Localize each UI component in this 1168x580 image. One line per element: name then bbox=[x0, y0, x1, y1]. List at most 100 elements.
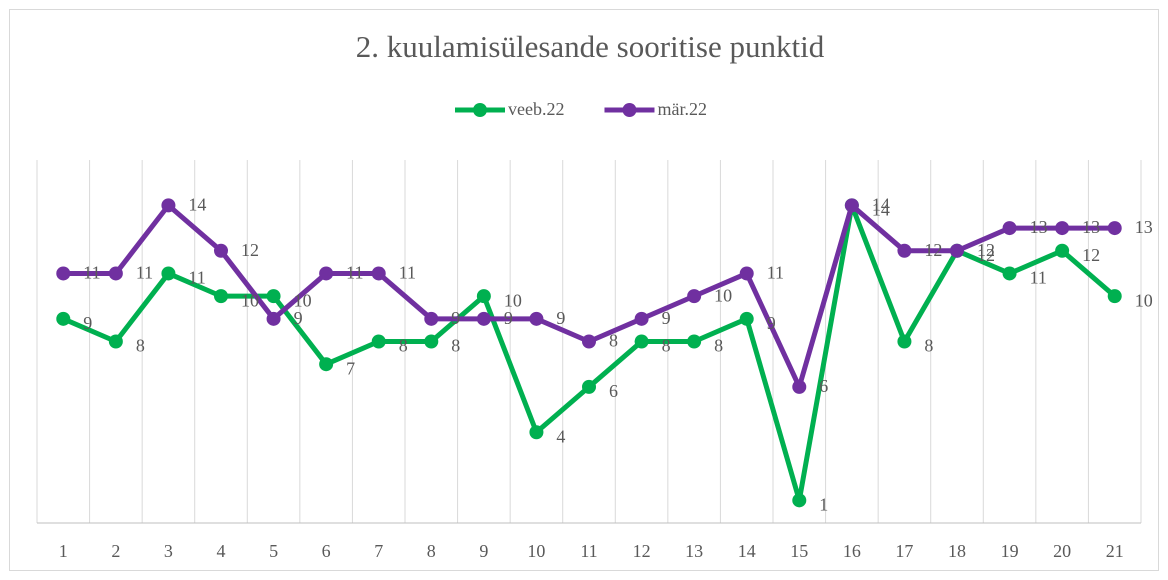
x-tick-label: 7 bbox=[374, 541, 383, 561]
data-point bbox=[108, 334, 123, 349]
data-point bbox=[476, 311, 491, 326]
data-point bbox=[108, 266, 123, 281]
x-tick-label: 11 bbox=[580, 541, 597, 561]
data-label: 14 bbox=[872, 195, 890, 215]
x-tick-label: 18 bbox=[948, 541, 966, 561]
x-tick-label: 10 bbox=[527, 541, 545, 561]
x-tick-label: 8 bbox=[427, 541, 436, 561]
data-label: 11 bbox=[136, 263, 153, 283]
x-tick-label: 17 bbox=[895, 541, 913, 561]
data-label: 12 bbox=[1082, 245, 1100, 265]
data-label: 9 bbox=[294, 308, 303, 328]
data-point bbox=[214, 243, 228, 258]
x-tick-label: 12 bbox=[633, 541, 651, 561]
data-label: 13 bbox=[1082, 217, 1100, 237]
data-label: 6 bbox=[819, 376, 828, 396]
x-tick-label: 20 bbox=[1053, 541, 1071, 561]
data-point bbox=[161, 266, 176, 281]
data-label: 8 bbox=[136, 336, 145, 356]
data-label: 8 bbox=[451, 336, 460, 356]
data-point bbox=[582, 379, 596, 394]
data-label: 11 bbox=[83, 263, 100, 283]
data-label: 12 bbox=[241, 240, 259, 260]
data-label: 12 bbox=[924, 240, 942, 260]
data-label: 12 bbox=[977, 245, 995, 265]
data-label: 10 bbox=[241, 290, 259, 310]
data-label: 11 bbox=[767, 263, 784, 283]
data-label: 8 bbox=[714, 336, 723, 356]
data-point bbox=[1055, 243, 1070, 258]
data-point bbox=[529, 425, 544, 440]
data-label: 11 bbox=[399, 263, 416, 283]
data-point bbox=[1002, 221, 1017, 236]
data-point bbox=[950, 243, 964, 258]
data-point bbox=[687, 334, 702, 349]
data-label: 10 bbox=[1135, 290, 1153, 310]
data-point bbox=[634, 311, 649, 326]
legend-label: mär.22 bbox=[657, 99, 707, 119]
data-label: 12 bbox=[977, 240, 995, 260]
data-label: 6 bbox=[609, 381, 618, 401]
x-tick-label: 6 bbox=[322, 541, 331, 561]
data-point bbox=[897, 243, 912, 258]
data-point bbox=[1107, 289, 1122, 304]
data-label: 13 bbox=[1030, 217, 1048, 237]
data-label: 8 bbox=[609, 331, 618, 351]
data-point bbox=[792, 379, 807, 394]
data-point bbox=[582, 334, 596, 349]
x-tick-label: 9 bbox=[479, 541, 488, 561]
x-tick-label: 13 bbox=[685, 541, 703, 561]
data-point bbox=[266, 289, 281, 304]
data-label: 9 bbox=[662, 308, 671, 328]
chart-border bbox=[9, 9, 1159, 571]
data-point bbox=[792, 493, 807, 508]
data-point bbox=[266, 311, 281, 326]
data-point bbox=[56, 266, 71, 281]
chart-title: 2. kuulamisülesande sooritise punktid bbox=[356, 29, 825, 64]
data-point bbox=[739, 266, 754, 281]
data-point bbox=[1107, 221, 1122, 236]
data-label: 10 bbox=[714, 285, 732, 305]
data-point bbox=[1002, 266, 1017, 281]
data-point bbox=[739, 311, 754, 326]
data-label: 11 bbox=[1030, 268, 1047, 288]
x-tick-label: 3 bbox=[164, 541, 173, 561]
data-label: 1 bbox=[819, 494, 828, 514]
data-label: 10 bbox=[294, 290, 312, 310]
data-point bbox=[897, 334, 912, 349]
data-point bbox=[319, 357, 334, 372]
data-point bbox=[424, 311, 439, 326]
data-label: 9 bbox=[767, 313, 776, 333]
data-label: 14 bbox=[188, 195, 206, 215]
data-label: 8 bbox=[662, 336, 671, 356]
data-point bbox=[687, 289, 702, 304]
data-point bbox=[56, 311, 71, 326]
data-label: 8 bbox=[924, 336, 933, 356]
data-point bbox=[161, 198, 176, 213]
data-point bbox=[1055, 221, 1070, 236]
data-label: 11 bbox=[188, 268, 205, 288]
x-tick-label: 4 bbox=[217, 541, 226, 561]
data-label: 4 bbox=[556, 426, 565, 446]
data-point bbox=[371, 266, 386, 281]
x-tick-label: 21 bbox=[1106, 541, 1124, 561]
x-tick-label: 14 bbox=[738, 541, 756, 561]
x-tick-label: 19 bbox=[1001, 541, 1019, 561]
data-point bbox=[634, 334, 649, 349]
legend-label: veeb.22 bbox=[508, 99, 564, 119]
data-label: 9 bbox=[451, 308, 460, 328]
data-point bbox=[371, 334, 386, 349]
x-tick-label: 15 bbox=[790, 541, 808, 561]
x-tick-label: 16 bbox=[843, 541, 861, 561]
x-tick-label: 5 bbox=[269, 541, 278, 561]
data-label: 9 bbox=[504, 308, 513, 328]
data-label: 9 bbox=[556, 308, 565, 328]
data-label: 11 bbox=[346, 263, 363, 283]
data-point bbox=[214, 289, 228, 304]
data-point bbox=[476, 289, 491, 304]
x-tick-label: 2 bbox=[111, 541, 120, 561]
legend-marker bbox=[473, 103, 487, 117]
data-point bbox=[844, 198, 859, 213]
data-label: 8 bbox=[399, 336, 408, 356]
